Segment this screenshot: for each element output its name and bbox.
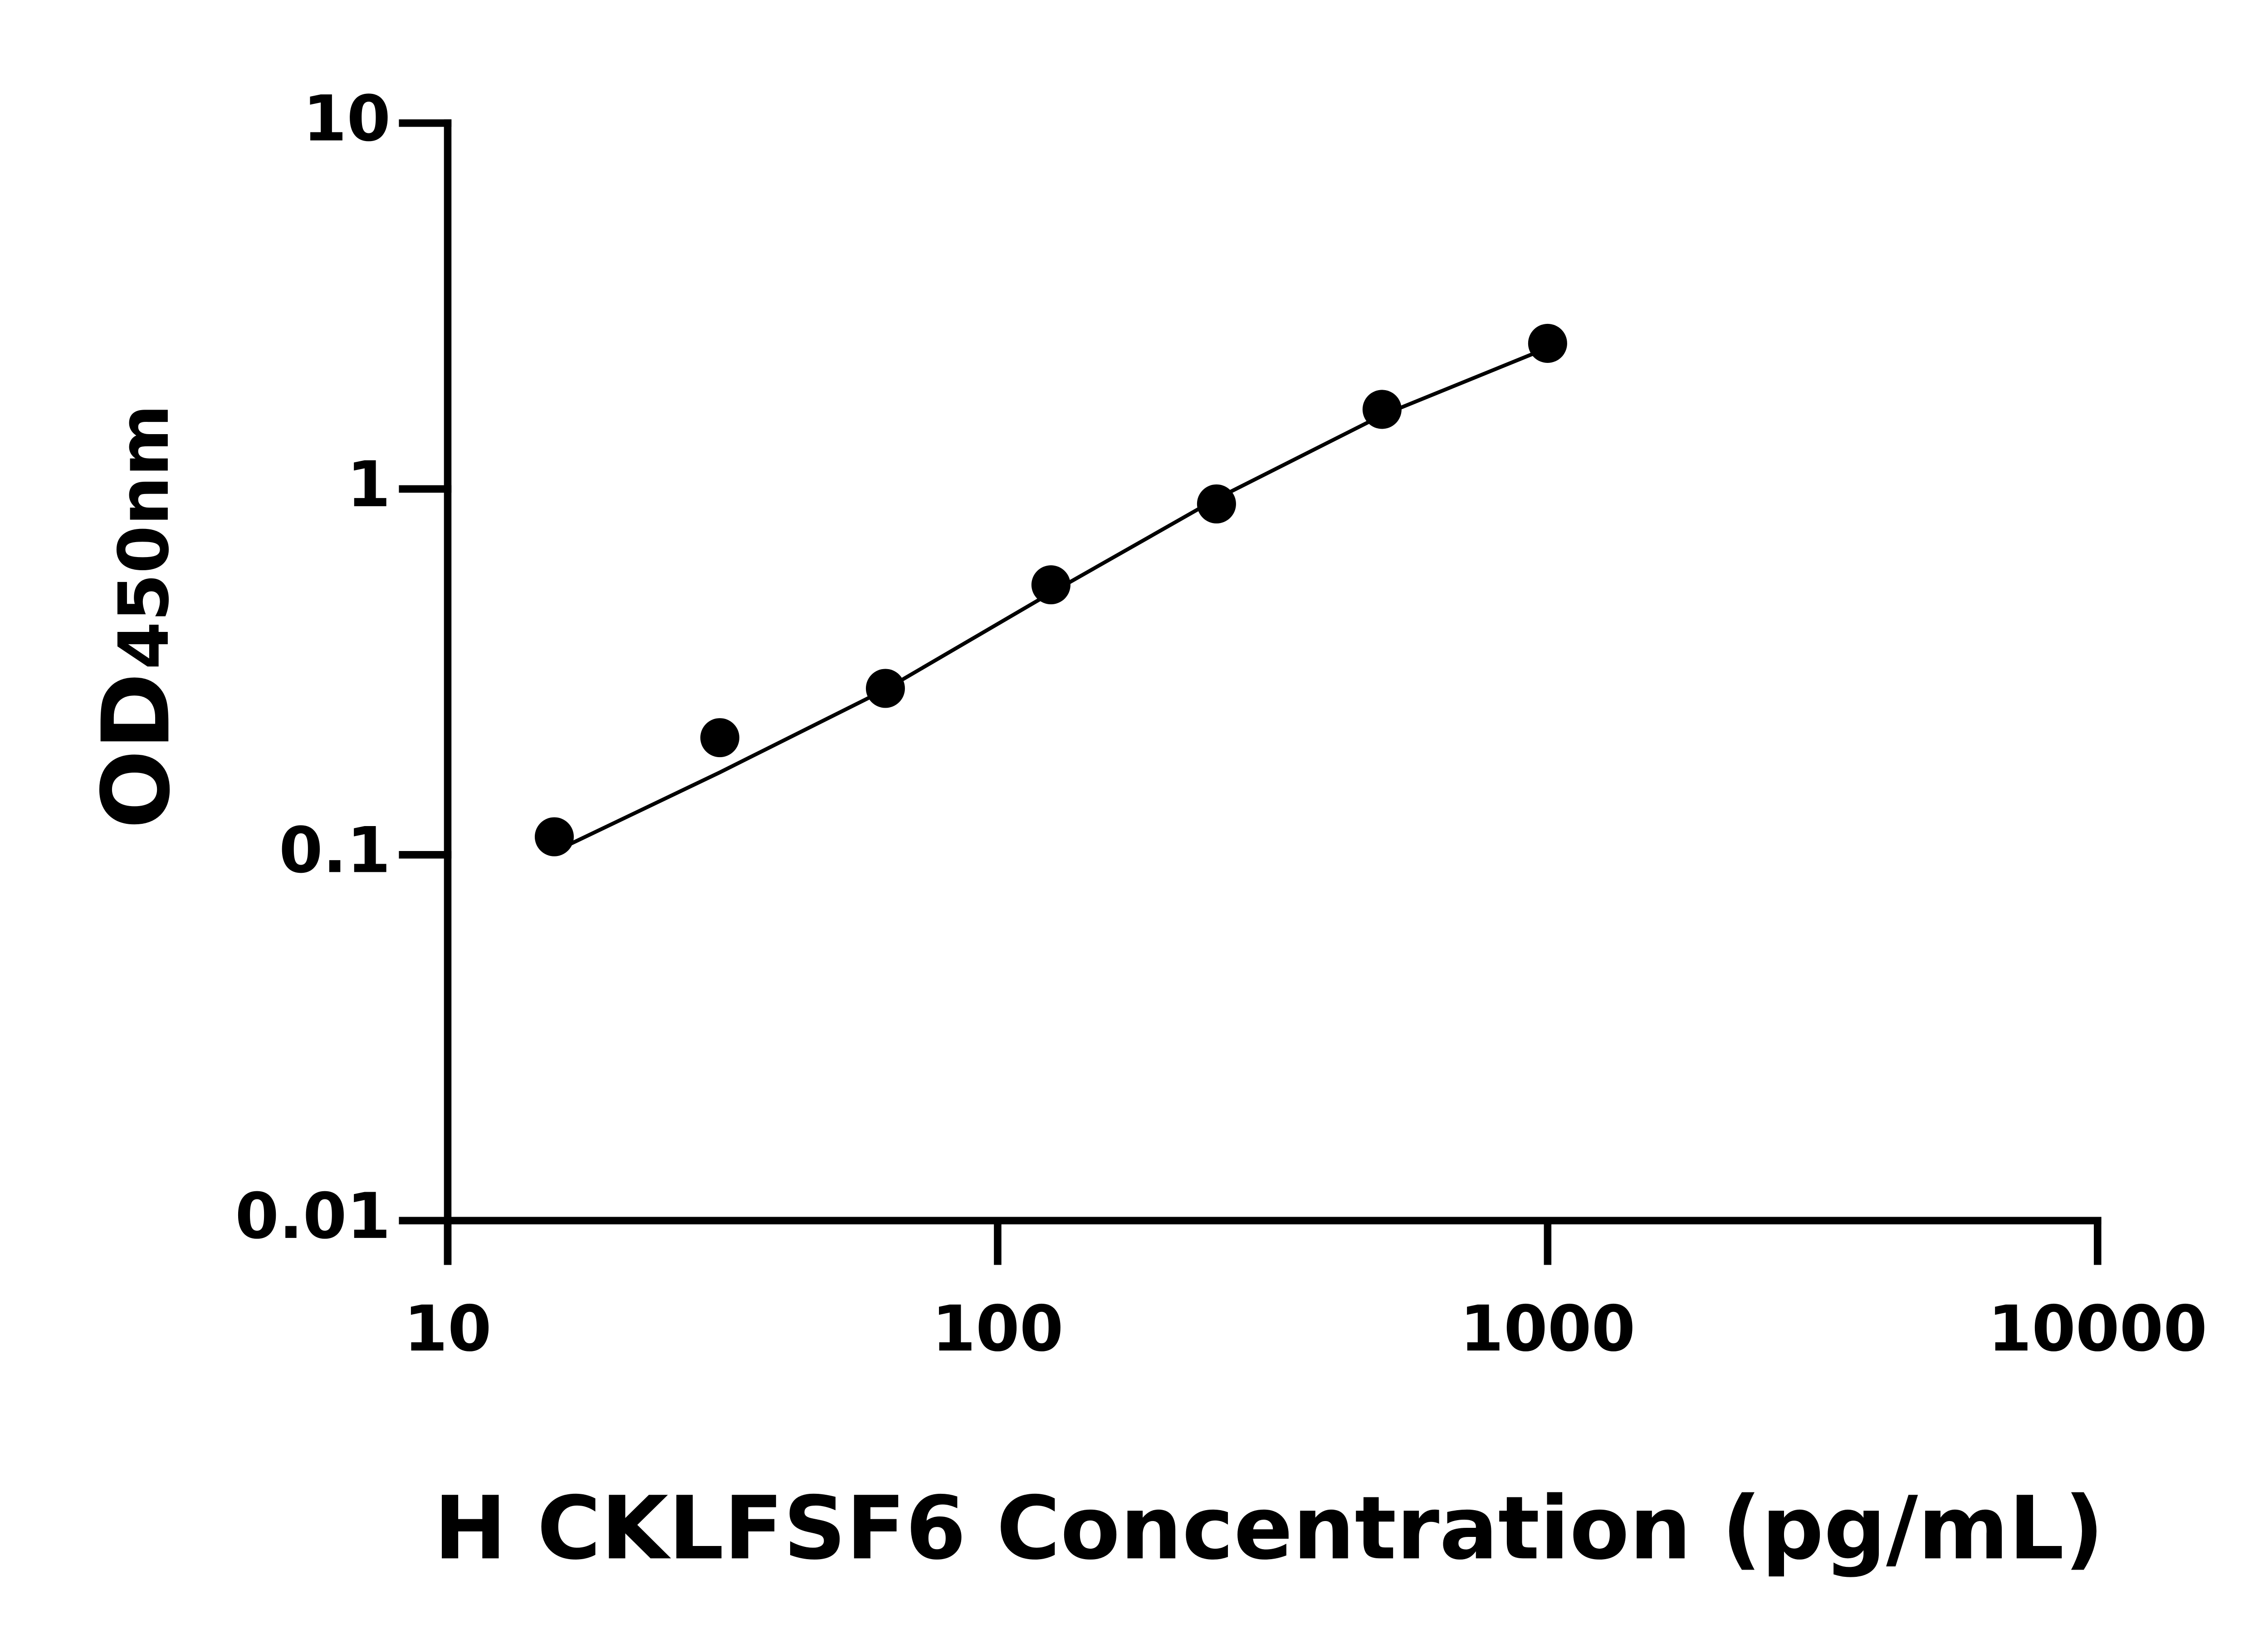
x-axis-title: H CKLFSF6 Concentration (pg/mL) [434, 1478, 2104, 1579]
data-point [1528, 323, 1567, 363]
y-axis-title: OD 450nm [83, 404, 191, 829]
y-tick-label: 0.1 [279, 813, 391, 887]
y-tick-label: 1 [347, 448, 391, 521]
x-tick-label: 100 [932, 1292, 1063, 1365]
y-axis-title-main: OD [83, 673, 191, 829]
data-point [1031, 565, 1070, 605]
y-tick-label: 10 [303, 82, 391, 155]
fit-curve [553, 346, 1549, 854]
x-tick-label: 10000 [1988, 1292, 2208, 1365]
data-point [700, 718, 739, 758]
x-tick-label: 10 [404, 1292, 491, 1365]
y-axis-title-sub: 450nm [104, 404, 184, 670]
x-tick-label: 1000 [1460, 1292, 1635, 1365]
y-tick-label: 0.01 [235, 1179, 391, 1253]
